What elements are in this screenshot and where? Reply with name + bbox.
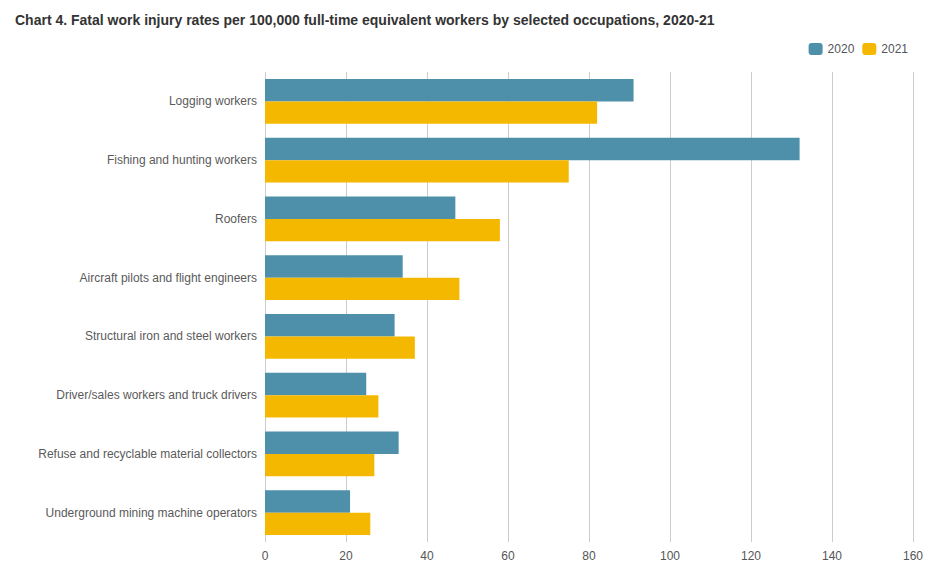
- svg-text:20: 20: [339, 549, 353, 563]
- svg-text:100: 100: [660, 549, 680, 563]
- svg-text:0: 0: [262, 549, 269, 563]
- svg-text:Fishing and hunting workers: Fishing and hunting workers: [107, 153, 257, 167]
- svg-text:Chart 4. Fatal work injury rat: Chart 4. Fatal work injury rates per 100…: [15, 12, 715, 28]
- svg-text:140: 140: [822, 549, 842, 563]
- svg-text:80: 80: [582, 549, 596, 563]
- svg-text:Underground mining machine ope: Underground mining machine operators: [46, 506, 257, 520]
- svg-text:Refuse and recyclable material: Refuse and recyclable material collector…: [38, 447, 257, 461]
- svg-text:Aircraft pilots and flight eng: Aircraft pilots and flight engineers: [80, 271, 257, 285]
- svg-text:Driver/sales workers and truck: Driver/sales workers and truck drivers: [56, 388, 257, 402]
- svg-text:40: 40: [420, 549, 434, 563]
- svg-text:Roofers: Roofers: [215, 212, 257, 226]
- svg-text:2020: 2020: [828, 42, 855, 56]
- svg-text:Logging workers: Logging workers: [169, 94, 257, 108]
- svg-text:120: 120: [741, 549, 761, 563]
- svg-text:160: 160: [903, 549, 923, 563]
- svg-text:Structural iron and steel work: Structural iron and steel workers: [85, 329, 257, 343]
- svg-text:60: 60: [501, 549, 515, 563]
- svg-text:2021: 2021: [881, 42, 908, 56]
